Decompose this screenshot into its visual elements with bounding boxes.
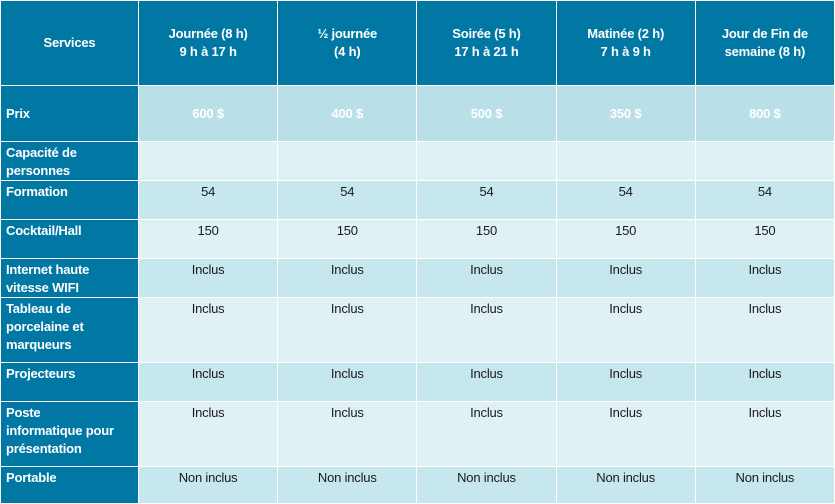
table-cell: Inclus bbox=[694, 258, 835, 298]
table-cell bbox=[137, 141, 279, 181]
table-cell: 150 bbox=[694, 219, 835, 259]
table-cell: 150 bbox=[137, 219, 279, 259]
table-cell: 600 $ bbox=[137, 85, 279, 142]
table-cell: Inclus bbox=[555, 297, 696, 363]
column-header-fin-de-semaine: Jour de Fin de semaine (8 h) bbox=[694, 0, 835, 86]
table-cell: 150 bbox=[277, 219, 418, 259]
table-cell bbox=[694, 141, 835, 181]
table-header-row: Services Journée (8 h) 9 h à 17 h ½ jour… bbox=[0, 0, 835, 86]
row-label: Formation bbox=[0, 180, 139, 220]
table-cell bbox=[555, 141, 696, 181]
row-label: Tableau de porcelaine et marqueurs bbox=[0, 297, 139, 363]
table-cell: Inclus bbox=[694, 362, 835, 402]
table-cell: Inclus bbox=[137, 297, 279, 363]
table-cell: Inclus bbox=[277, 297, 418, 363]
table-cell: 400 $ bbox=[277, 85, 418, 142]
table-cell: Inclus bbox=[277, 401, 418, 467]
table-row-portable: Portable Non inclus Non inclus Non inclu… bbox=[0, 466, 835, 504]
table-cell: Inclus bbox=[694, 297, 835, 363]
table-cell: 54 bbox=[416, 180, 557, 220]
column-header-demi-journee: ½ journée (4 h) bbox=[277, 0, 418, 86]
table-cell: Non inclus bbox=[694, 466, 835, 504]
table-cell: 500 $ bbox=[416, 85, 557, 142]
row-label: Portable bbox=[0, 466, 139, 504]
table-cell bbox=[277, 141, 418, 181]
table-cell: Inclus bbox=[416, 362, 557, 402]
table-row-cocktail: Cocktail/Hall 150 150 150 150 150 bbox=[0, 219, 835, 259]
column-header-matinee: Matinée (2 h) 7 h à 9 h bbox=[555, 0, 696, 86]
row-label: Cocktail/Hall bbox=[0, 219, 139, 259]
row-label: Internet haute vitesse WIFI bbox=[0, 258, 139, 298]
table-cell: Inclus bbox=[555, 258, 696, 298]
table-cell: 54 bbox=[137, 180, 279, 220]
table-cell: Non inclus bbox=[137, 466, 279, 504]
table-cell: Inclus bbox=[555, 401, 696, 467]
table-cell: Inclus bbox=[694, 401, 835, 467]
table-row-formation: Formation 54 54 54 54 54 bbox=[0, 180, 835, 220]
table-cell: Inclus bbox=[416, 297, 557, 363]
table-cell: 800 $ bbox=[694, 85, 835, 142]
table-cell: Inclus bbox=[277, 362, 418, 402]
table-cell: Non inclus bbox=[555, 466, 696, 504]
table-row-tableau: Tableau de porcelaine et marqueurs Inclu… bbox=[0, 297, 835, 363]
table-cell: Inclus bbox=[277, 258, 418, 298]
row-label: Poste informatique pour présentation bbox=[0, 401, 139, 467]
table-cell: 350 $ bbox=[555, 85, 696, 142]
table-cell: Inclus bbox=[137, 258, 279, 298]
table-row-poste: Poste informatique pour présentation Inc… bbox=[0, 401, 835, 467]
table-row-projecteurs: Projecteurs Inclus Inclus Inclus Inclus … bbox=[0, 362, 835, 402]
table-row-capacite: Capacité de personnes bbox=[0, 141, 835, 181]
table-cell: Inclus bbox=[555, 362, 696, 402]
row-label: Projecteurs bbox=[0, 362, 139, 402]
table-cell: 150 bbox=[416, 219, 557, 259]
row-label: Prix bbox=[0, 85, 139, 142]
table-cell: Non inclus bbox=[277, 466, 418, 504]
table-row-prix: Prix 600 $ 400 $ 500 $ 350 $ 800 $ bbox=[0, 85, 835, 142]
table-cell: Inclus bbox=[416, 258, 557, 298]
table-cell: Non inclus bbox=[416, 466, 557, 504]
table-cell: 54 bbox=[694, 180, 835, 220]
table-cell: 54 bbox=[277, 180, 418, 220]
table-cell: Inclus bbox=[416, 401, 557, 467]
column-header-services: Services bbox=[0, 0, 139, 86]
row-label: Capacité de personnes bbox=[0, 141, 139, 181]
table-cell: 54 bbox=[555, 180, 696, 220]
column-header-journee: Journée (8 h) 9 h à 17 h bbox=[137, 0, 279, 86]
table-cell: Inclus bbox=[137, 401, 279, 467]
table-cell: 150 bbox=[555, 219, 696, 259]
table-cell: Inclus bbox=[137, 362, 279, 402]
table-row-internet: Internet haute vitesse WIFI Inclus Inclu… bbox=[0, 258, 835, 298]
column-header-soiree: Soirée (5 h) 17 h à 21 h bbox=[416, 0, 557, 86]
table-cell bbox=[416, 141, 557, 181]
